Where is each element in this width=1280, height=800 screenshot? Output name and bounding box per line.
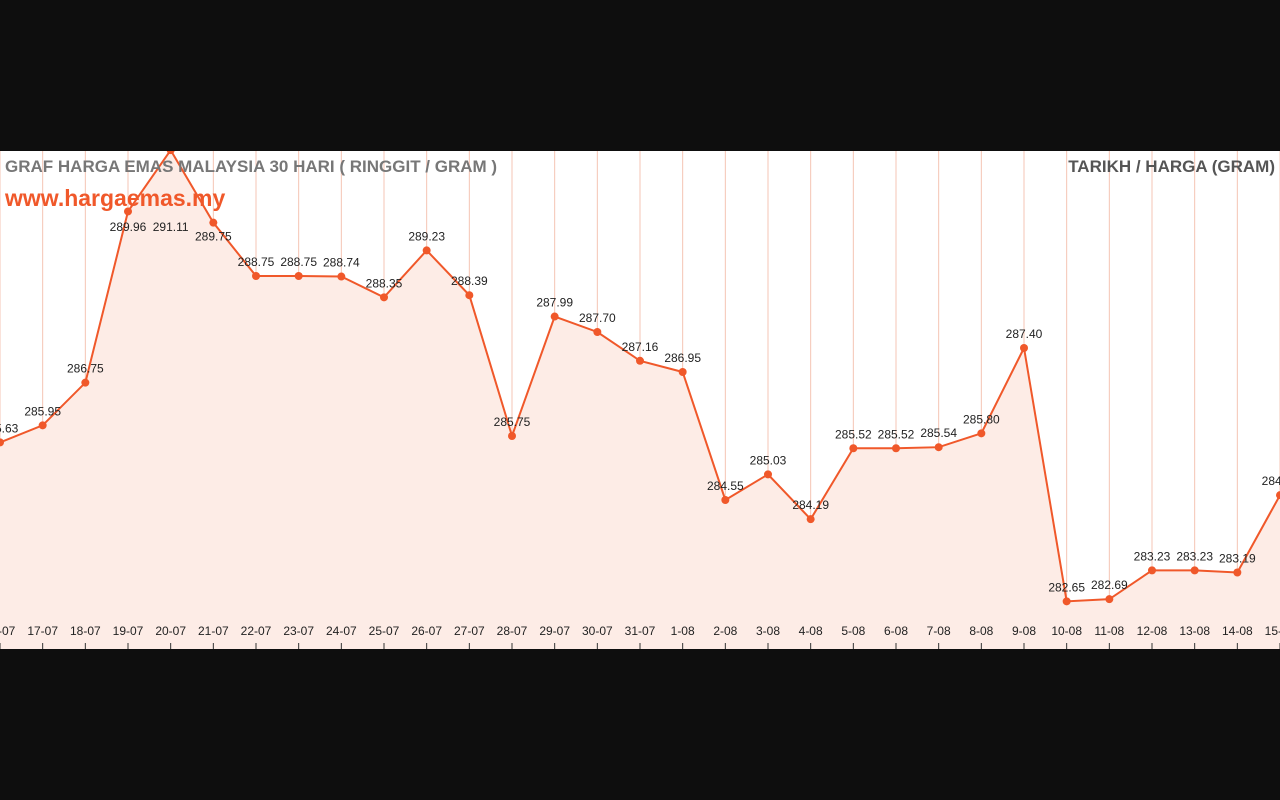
x-tick-label: 15-08 — [1265, 624, 1280, 638]
x-tick-label: 6-08 — [884, 624, 908, 638]
data-label: 287.70 — [579, 311, 616, 325]
data-point — [1276, 491, 1280, 500]
x-tick-label: 10-08 — [1051, 624, 1082, 638]
data-label: 288.35 — [366, 276, 403, 290]
x-tick-label: 24-07 — [326, 624, 357, 638]
data-point — [721, 495, 730, 504]
data-label: 284.19 — [792, 498, 829, 512]
data-label: 288.74 — [323, 256, 360, 270]
data-label: 289.23 — [408, 229, 445, 243]
x-tick-label: 30-07 — [582, 624, 613, 638]
data-label: 286.95 — [664, 351, 701, 365]
data-point — [81, 378, 90, 387]
x-tick-label: 14-08 — [1222, 624, 1253, 638]
x-tick-label: 28-07 — [497, 624, 528, 638]
data-point — [1233, 568, 1242, 577]
data-label: 291.11 — [153, 220, 189, 234]
x-tick-label: 31-07 — [625, 624, 656, 638]
data-label: 288.75 — [238, 255, 275, 269]
data-label: 283.19 — [1219, 552, 1256, 566]
data-point — [934, 443, 943, 452]
data-point — [892, 444, 900, 453]
data-label: 282.69 — [1091, 578, 1128, 592]
data-point — [209, 218, 218, 227]
data-point — [678, 367, 687, 376]
data-point — [38, 421, 47, 430]
x-tick-label: 26-07 — [411, 624, 442, 638]
data-point — [0, 438, 4, 447]
data-point — [636, 356, 644, 365]
data-label: 282.65 — [1048, 580, 1085, 594]
data-point — [764, 470, 772, 479]
data-point — [849, 444, 858, 453]
data-point — [337, 272, 346, 281]
x-tick-label: 11-08 — [1094, 624, 1124, 638]
data-point — [1190, 566, 1199, 575]
data-point — [422, 246, 431, 255]
x-tick-label: 29-07 — [539, 624, 570, 638]
data-label: 284.64 — [1262, 474, 1280, 488]
data-point — [550, 312, 559, 321]
x-tick-label: 2-08 — [713, 624, 737, 638]
data-point — [294, 272, 303, 280]
gold-price-chart: 285.63 16-07 285.95 17-07 286.75 18-07 289.96 1… — [0, 151, 1280, 649]
data-point — [806, 515, 815, 524]
x-tick-label: 4-08 — [799, 624, 823, 638]
data-point — [252, 272, 260, 280]
data-point — [508, 431, 516, 440]
data-label: 285.03 — [750, 453, 787, 467]
data-point — [1148, 566, 1156, 575]
data-point — [124, 207, 132, 216]
x-tick-label: 22-07 — [241, 624, 272, 638]
data-label: 285.75 — [494, 415, 531, 429]
data-label: 288.39 — [451, 274, 488, 288]
data-label: 289.75 — [195, 230, 232, 244]
x-tick-label: 16-07 — [0, 624, 16, 638]
x-tick-label: 3-08 — [756, 624, 780, 638]
data-point — [977, 429, 986, 438]
x-tick-label: 23-07 — [283, 624, 314, 638]
data-point — [380, 293, 388, 302]
data-label: 285.95 — [24, 404, 61, 418]
data-label: 285.63 — [0, 421, 19, 435]
x-tick-label: 5-08 — [841, 624, 865, 638]
x-tick-label: 7-08 — [927, 624, 951, 638]
data-label: 285.80 — [963, 412, 1000, 426]
data-point — [1020, 343, 1028, 352]
x-tick-label: 21-07 — [198, 624, 229, 638]
x-tick-label: 25-07 — [369, 624, 400, 638]
x-tick-label: 9-08 — [1012, 624, 1036, 638]
x-tick-label: 27-07 — [454, 624, 485, 638]
data-label: 289.96 — [110, 220, 147, 234]
x-tick-label: 18-07 — [70, 624, 101, 638]
area-fill — [0, 151, 1280, 649]
data-label: 286.75 — [67, 362, 104, 376]
x-tick-label: 8-08 — [969, 624, 993, 638]
data-label: 287.99 — [536, 296, 573, 310]
data-label: 288.75 — [280, 255, 317, 269]
data-label: 287.16 — [622, 340, 659, 354]
legend: TARIKH / HARGA (GRAM) — [1068, 157, 1275, 176]
data-point — [593, 327, 602, 336]
x-tick-label: 1-08 — [671, 624, 695, 638]
data-label: 283.23 — [1176, 549, 1213, 563]
x-tick-label: 19-07 — [113, 624, 144, 638]
plot-area: 285.63 16-07 285.95 17-07 286.75 18-07 289.96 1… — [0, 151, 1280, 649]
data-label: 285.54 — [920, 426, 957, 440]
data-point — [1105, 595, 1114, 604]
x-tick-label: 17-07 — [27, 624, 58, 638]
x-tick-label: 12-08 — [1137, 624, 1168, 638]
data-point — [1062, 597, 1071, 606]
chart-title: GRAF HARGA EMAS MALAYSIA 30 HARI ( RINGG… — [5, 157, 498, 176]
x-tick-label: 20-07 — [155, 624, 186, 638]
website-link[interactable]: www.hargaemas.my — [5, 185, 226, 211]
data-label: 284.55 — [707, 479, 744, 493]
data-label: 287.40 — [1006, 327, 1043, 341]
data-label: 283.23 — [1134, 549, 1171, 563]
data-label: 285.52 — [878, 427, 915, 441]
data-point — [166, 151, 175, 155]
x-tick-label: 13-08 — [1179, 624, 1210, 638]
data-point — [465, 291, 474, 300]
data-label: 285.52 — [835, 427, 872, 441]
